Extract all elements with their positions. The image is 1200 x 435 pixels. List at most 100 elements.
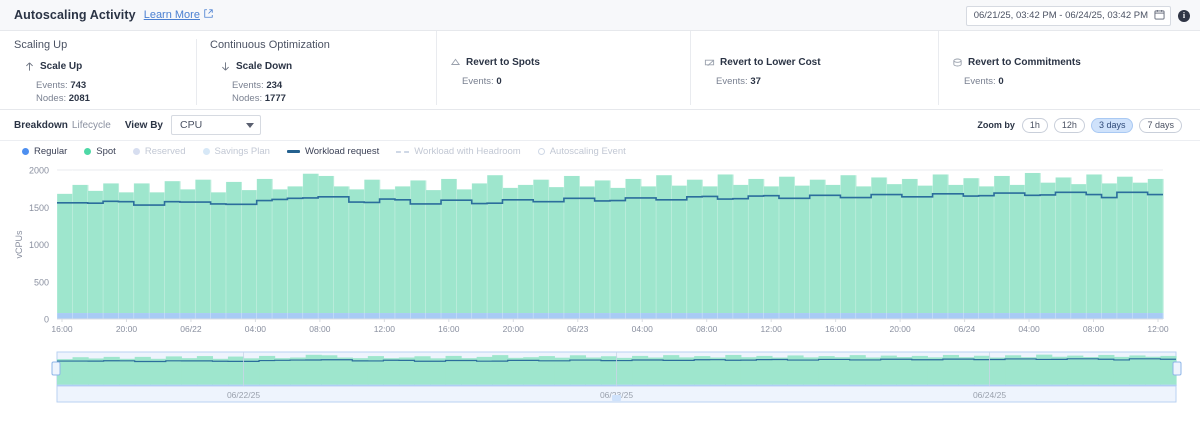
nav-bar-spot: [134, 356, 151, 385]
external-link-icon[interactable]: [204, 9, 213, 21]
bar-regular: [133, 313, 150, 319]
nav-bar-regular: [958, 384, 975, 386]
bar-spot: [994, 175, 1010, 314]
bar-spot: [1132, 182, 1149, 314]
nav-bar-regular: [1098, 384, 1115, 386]
bar-spot: [625, 178, 642, 314]
nav-bar-regular: [383, 384, 400, 386]
navigator-left-handle[interactable]: [51, 361, 61, 376]
nav-bar-spot: [771, 357, 789, 385]
bar-spot: [732, 184, 749, 314]
nav-bar-spot: [1051, 356, 1068, 385]
zoom-pill-7-days[interactable]: 7 days: [1139, 117, 1182, 133]
zoom-pill-3-days[interactable]: 3 days: [1090, 117, 1134, 133]
legend-item-autoscaling-event[interactable]: Autoscaling Event: [537, 146, 626, 157]
calendar-icon[interactable]: [1154, 9, 1165, 23]
bar-regular: [533, 313, 550, 319]
bar-spot: [963, 178, 980, 314]
legend-item-savings-plan[interactable]: Savings Plan: [202, 146, 270, 157]
bar-regular: [947, 313, 964, 319]
nav-bar-spot: [476, 356, 493, 385]
bar-spot: [901, 178, 918, 314]
bar-spot: [640, 186, 657, 314]
legend-line-icon: [286, 150, 300, 153]
nav-bar-spot: [57, 359, 74, 385]
bar-regular: [1040, 313, 1057, 319]
zoom-pill-12h[interactable]: 12h: [1053, 117, 1085, 133]
navigator-scroll-thumb[interactable]: [612, 395, 621, 401]
bar-regular: [963, 313, 980, 319]
stat-card-title: Revert to Spots: [466, 57, 540, 68]
nav-bar-regular: [1160, 384, 1177, 386]
bar-regular: [640, 313, 657, 319]
view-by-select[interactable]: CPU: [170, 115, 261, 135]
nav-bar-spot: [958, 357, 975, 385]
info-icon[interactable]: i: [1178, 9, 1190, 22]
nav-bar-regular: [834, 384, 851, 386]
legend-dot-icon: [22, 148, 29, 155]
nav-bar-spot: [352, 358, 369, 385]
bar-regular: [579, 313, 596, 319]
bar-spot: [225, 181, 242, 314]
nav-bar-regular: [554, 384, 571, 386]
learn-more-link[interactable]: Learn More: [143, 9, 200, 21]
navigator-date-label: 06/22/25: [227, 390, 260, 400]
stat-card-title: Scale Up: [40, 61, 83, 72]
bar-regular: [517, 313, 534, 319]
nav-bar-spot: [523, 357, 540, 385]
autoscaling-chart[interactable]: 0 500 1000 1500 2000 vCPUs 16:00 20:00 06/22 04:0…: [0, 162, 1200, 350]
bar-spot: [656, 175, 673, 314]
legend-label: Spot: [96, 146, 116, 157]
x-axis-tick: 06/24: [954, 324, 976, 334]
bar-regular: [732, 313, 749, 319]
nav-bar-regular: [818, 384, 835, 386]
nav-bar-spot: [1144, 356, 1162, 385]
bar-regular: [886, 313, 903, 319]
bar-regular: [871, 313, 888, 319]
navigator-right-handle[interactable]: [1172, 361, 1182, 376]
nav-bar-regular: [787, 384, 804, 386]
nav-bar-regular: [336, 384, 353, 386]
nav-bar-spot: [1020, 357, 1037, 385]
nav-bar-spot: [88, 358, 105, 385]
legend-item-spot[interactable]: Spot: [84, 146, 116, 157]
bar-regular: [302, 313, 319, 319]
nav-bar-spot: [165, 356, 182, 385]
x-axis-tick: 08:00: [696, 324, 718, 334]
bar-spot: [978, 186, 995, 314]
stat-card-header: Revert to Spots: [450, 57, 690, 68]
legend-item-workload-request[interactable]: Workload request: [286, 146, 379, 157]
bar-spot: [133, 183, 150, 314]
nav-bar-spot: [150, 358, 167, 385]
x-axis-tick: 20:00: [889, 324, 911, 334]
nav-bar-regular: [290, 384, 307, 386]
legend-item-regular[interactable]: Regular: [22, 146, 67, 157]
legend-dot-icon: [132, 148, 140, 155]
bar-spot: [825, 184, 842, 314]
nav-bar-regular: [523, 384, 540, 386]
bar-spot: [1040, 182, 1057, 314]
bar-spot: [487, 175, 504, 314]
nav-bar-regular: [398, 384, 416, 386]
zoom-pill-1h[interactable]: 1h: [1021, 117, 1048, 133]
bar-regular: [318, 313, 335, 319]
date-range-picker[interactable]: 06/21/25, 03:42 PM - 06/24/25, 03:42 PM: [965, 5, 1171, 26]
nav-bar-spot: [103, 356, 120, 385]
stat-events-label: Events:: [232, 80, 264, 91]
breakdown-value[interactable]: Lifecycle: [71, 119, 111, 131]
bar-spot: [256, 178, 273, 314]
nav-bar-spot: [585, 357, 602, 385]
bar-spot: [702, 186, 719, 314]
bar-spot: [425, 190, 442, 314]
x-axis-tick: 06/22: [180, 324, 202, 334]
cost-down-icon: [704, 57, 715, 68]
nav-bar-spot: [973, 355, 991, 385]
bar-spot: [917, 185, 934, 314]
nav-bar-regular: [507, 384, 524, 386]
legend-item-reserved[interactable]: Reserved: [132, 146, 186, 157]
stat-group-scaling-up: Scaling Up Scale Up Events: 743 Nodes: 2…: [0, 39, 196, 109]
nav-bar-regular: [911, 384, 928, 386]
bar-regular: [272, 313, 289, 319]
legend-item-workload-with-headroom[interactable]: Workload with Headroom: [396, 146, 521, 157]
